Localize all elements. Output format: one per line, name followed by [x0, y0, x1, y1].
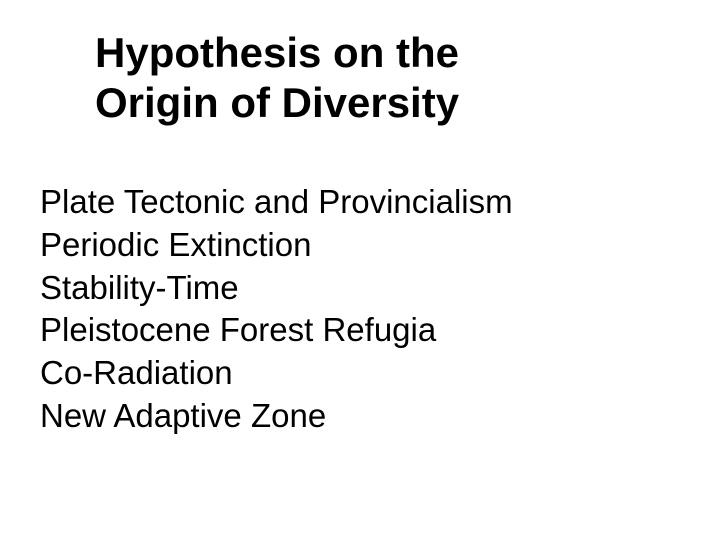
list-item: Plate Tectonic and Provincialism: [40, 181, 680, 224]
title-line-1: Hypothesis on the: [95, 28, 680, 78]
slide-title: Hypothesis on the Origin of Diversity: [95, 28, 680, 129]
list-item: Periodic Extinction: [40, 224, 680, 267]
list-item: New Adaptive Zone: [40, 395, 680, 438]
title-line-2: Origin of Diversity: [95, 78, 680, 128]
list-item: Stability-Time: [40, 267, 680, 310]
hypothesis-list: Plate Tectonic and Provincialism Periodi…: [40, 181, 680, 438]
list-item: Pleistocene Forest Refugia: [40, 309, 680, 352]
list-item: Co-Radiation: [40, 352, 680, 395]
slide-container: Hypothesis on the Origin of Diversity Pl…: [0, 0, 720, 540]
